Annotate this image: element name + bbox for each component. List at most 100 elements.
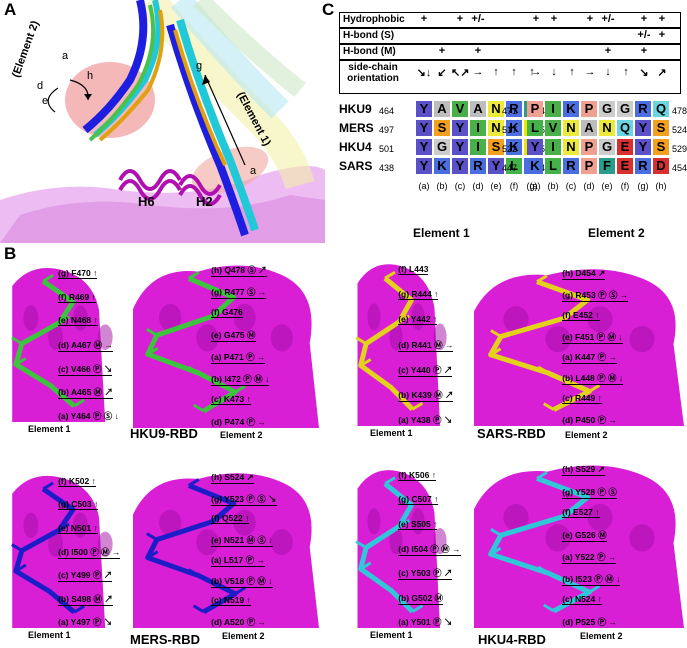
residue-cell: A [581, 120, 597, 136]
residue-cell: R [506, 101, 522, 117]
residue-label: (e) N521 Ⓜ Ⓢ ↓ [211, 534, 273, 547]
hku4-element1: (f) K506 ↑ (g) C507 ↑ (e) S505 ↑ (d) I504 Ⓟ… [352, 464, 462, 628]
residue-label: (f) G476 [211, 307, 243, 319]
residue-label: (d) P525 Ⓟ → [562, 617, 617, 627]
residue-cell: K [434, 158, 450, 174]
mark-e2: ↑ [569, 66, 575, 78]
mark-e2: + [532, 13, 540, 25]
mark-e2: ↑ [623, 66, 629, 78]
residue-label: (b) S498 Ⓜ ↗ [58, 593, 113, 606]
residue-cell: P [581, 158, 597, 174]
sequence-start-e2: 522 [502, 144, 518, 154]
residue-cell: P [581, 101, 597, 117]
sequence-start-e1: 501 [379, 144, 395, 154]
residue-cell: Y [416, 120, 432, 136]
mark-e2: +/- [637, 29, 651, 41]
column-label-e2: (e) [601, 181, 613, 191]
residue-cell: I [545, 101, 561, 117]
residue-label: (b) K439 Ⓜ ↗ [398, 390, 454, 402]
residue-label: (c) N524 ↑ [562, 594, 602, 606]
mark-e2: ↘ [639, 67, 649, 79]
surface-image [133, 473, 319, 628]
element1-tag: Element 1 [28, 630, 71, 640]
residue-label: (c) K473 ↑ [211, 394, 251, 406]
residue-label: (a) L517 Ⓟ → [211, 555, 265, 568]
residue-label: (a) Y522 Ⓟ → [562, 551, 617, 564]
residue-label: (a) Y497 Ⓟ ↘ [58, 617, 113, 627]
residue-cell: L [545, 158, 561, 174]
mark-e2: + [604, 45, 612, 57]
letter-g: g [196, 60, 203, 72]
column-label-e1: (c) [454, 181, 466, 191]
letter-a-bottom: a [250, 165, 257, 177]
row-label: side-chain orientation [347, 62, 399, 84]
sequence-start-e1: 438 [379, 163, 395, 173]
sequence-name: MERS [339, 121, 374, 135]
residue-cell: Y [416, 139, 432, 155]
sequence-name: SARS [339, 159, 373, 173]
residue-cell: R [470, 158, 486, 174]
residue-cell: F [599, 158, 615, 174]
residue-cell: Y [416, 101, 432, 117]
residue-cell: Q [653, 101, 669, 117]
residue-label: (b) I472 Ⓟ Ⓜ ↓ [211, 373, 270, 386]
residue-label: (e) F451 Ⓟ Ⓜ ↓ [562, 331, 623, 344]
residue-cell: Y [635, 139, 651, 155]
surface-image [11, 268, 113, 422]
panel-letter-a: A [4, 0, 17, 19]
mark-e1: ↙ [437, 67, 447, 79]
residue-cell: Y [635, 120, 651, 136]
residue-label: (g) R453 Ⓟ Ⓢ → [562, 289, 629, 302]
structure-ribbon-image [0, 0, 325, 243]
residue-label: (b) L448 Ⓟ Ⓜ ↓ [562, 373, 624, 386]
mark-e1: ↑ [529, 66, 535, 78]
residue-cell: A [470, 101, 486, 117]
mark-e1: + [438, 45, 446, 57]
residue-label: (e) G475 Ⓜ [211, 330, 256, 343]
residue-cell: L [506, 158, 522, 174]
surface-image [133, 265, 319, 428]
row-hbond-s: H-bond (S) [339, 28, 681, 44]
mark-e1: + [420, 13, 428, 25]
column-label-e2: (h) [655, 181, 667, 191]
sequence-start-e2: 517 [502, 125, 518, 135]
residue-cell: Y [416, 158, 432, 174]
residue-label: (a) K447 Ⓟ → [562, 352, 617, 365]
residue-cell: N [563, 139, 579, 155]
residue-label: (e) G526 Ⓜ [562, 530, 607, 543]
residue-cell: K [563, 101, 579, 117]
residue-cell: E [617, 158, 633, 174]
residue-cell: E [617, 139, 633, 155]
hku4-element2: (h) S529 ↗ (g) Y528 Ⓟ Ⓢ (f) E527 ↑ (e) G526… [474, 458, 684, 628]
residue-label: (h) S524 ↗ [211, 472, 254, 484]
residue-label: (f) K506 ↑ [398, 470, 436, 481]
mark-e2: +/- [601, 13, 615, 25]
column-label-e2: (g) [637, 181, 649, 191]
residue-label: (a) Y464 Ⓟ Ⓢ ↓ [58, 411, 119, 421]
residue-label: (f) L443 [398, 264, 429, 275]
element2-tag: Element 2 [565, 430, 608, 440]
mark-e2: + [550, 13, 558, 25]
residue-label: (e) N468 ↑ [58, 315, 98, 327]
hku9-element1: (g) F470 ↑ (f) R469 ↑ (e) N468 ↑ (d) A467 Ⓜ… [6, 262, 130, 422]
residue-label: (d) A520 Ⓟ → [211, 617, 267, 627]
residue-cell: N [599, 120, 615, 136]
residue-label: (a) P471 Ⓟ → [211, 351, 266, 364]
residue-cell: K [527, 158, 543, 174]
row-label: Hydrophobic [343, 14, 405, 25]
mark-e1: → [472, 66, 484, 78]
sequence-end-e2: 454 [672, 163, 687, 173]
helix-h6-label: H6 [138, 194, 155, 209]
mark-e2: + [658, 29, 666, 41]
column-label-e2: (d) [583, 181, 595, 191]
residue-cell: S [488, 139, 504, 155]
residue-cell: Y [452, 120, 468, 136]
letter-e: e [42, 95, 49, 107]
element1-title: Element 1 [413, 226, 470, 240]
residue-label: (c) V466 Ⓟ ↘ [58, 363, 113, 376]
residue-label: (g) Y528 Ⓟ Ⓢ [562, 486, 617, 499]
mers-rbd-name: MERS-RBD [130, 632, 201, 647]
residue-label: (e) Y442 ↑ [398, 314, 438, 325]
residue-cell: S [653, 120, 669, 136]
residue-label: (f) R469 ↑ [58, 291, 96, 303]
